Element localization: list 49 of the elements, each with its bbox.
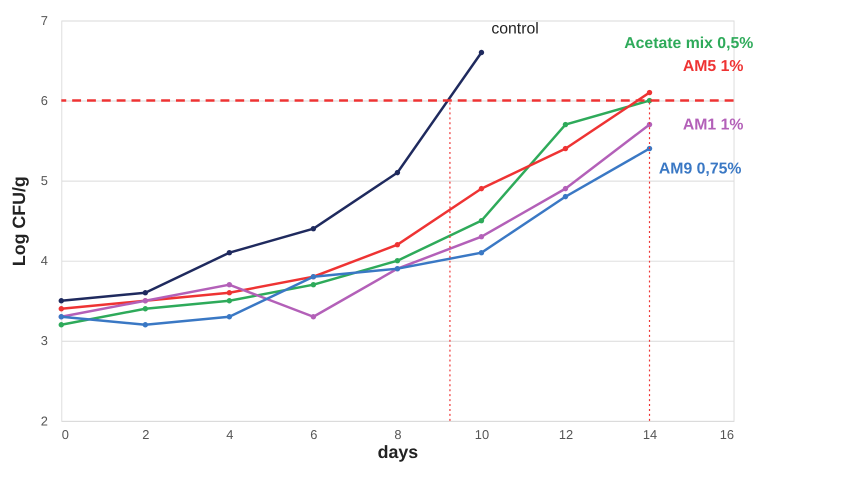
y-tick-label: 5	[40, 173, 48, 188]
point	[226, 314, 232, 320]
point	[478, 50, 484, 56]
point	[58, 298, 64, 304]
x-tick-label: 10	[474, 427, 490, 442]
point	[562, 122, 568, 128]
point	[478, 218, 484, 224]
point	[478, 250, 484, 256]
y-tick-label: 7	[40, 12, 48, 28]
point	[478, 186, 484, 192]
point	[142, 322, 148, 328]
x-tick-label: 12	[558, 427, 574, 442]
y-tick-label: 6	[40, 92, 48, 108]
point	[394, 242, 400, 248]
x-tick-label: 2	[142, 427, 150, 442]
point	[226, 282, 232, 288]
point	[142, 290, 148, 296]
point	[310, 226, 316, 232]
point	[226, 250, 232, 256]
y-tick-label: 2	[40, 413, 48, 428]
x-axis-title: days	[378, 442, 418, 462]
point	[646, 90, 652, 96]
point	[562, 186, 568, 192]
point	[478, 234, 484, 240]
y-axis-title: Log CFU/g	[8, 176, 29, 266]
x-tick-label: 0	[62, 427, 69, 442]
point	[310, 282, 316, 288]
point	[562, 146, 568, 152]
point	[562, 194, 568, 200]
y-tick-label: 3	[40, 333, 48, 348]
point	[58, 306, 64, 312]
point	[394, 170, 400, 176]
text: AM5 1%	[682, 58, 744, 75]
series-label: control	[491, 20, 539, 38]
point	[142, 306, 148, 312]
point	[310, 314, 316, 320]
point	[58, 322, 64, 328]
x-tick-label: 16	[720, 427, 734, 442]
y-tick-label: 4	[40, 253, 48, 268]
point	[226, 290, 232, 296]
series-label: AM1 1%	[682, 116, 744, 134]
x-tick-label: 8	[394, 427, 402, 442]
x-tick-label: 4	[226, 427, 234, 442]
point	[226, 298, 232, 304]
text: Acetate mix 0,5%	[624, 35, 754, 52]
x-tick-label: 6	[310, 427, 318, 442]
point	[394, 258, 400, 264]
x-tick-label: 14	[642, 427, 658, 442]
series-label: AM9 0,75%	[658, 160, 742, 178]
